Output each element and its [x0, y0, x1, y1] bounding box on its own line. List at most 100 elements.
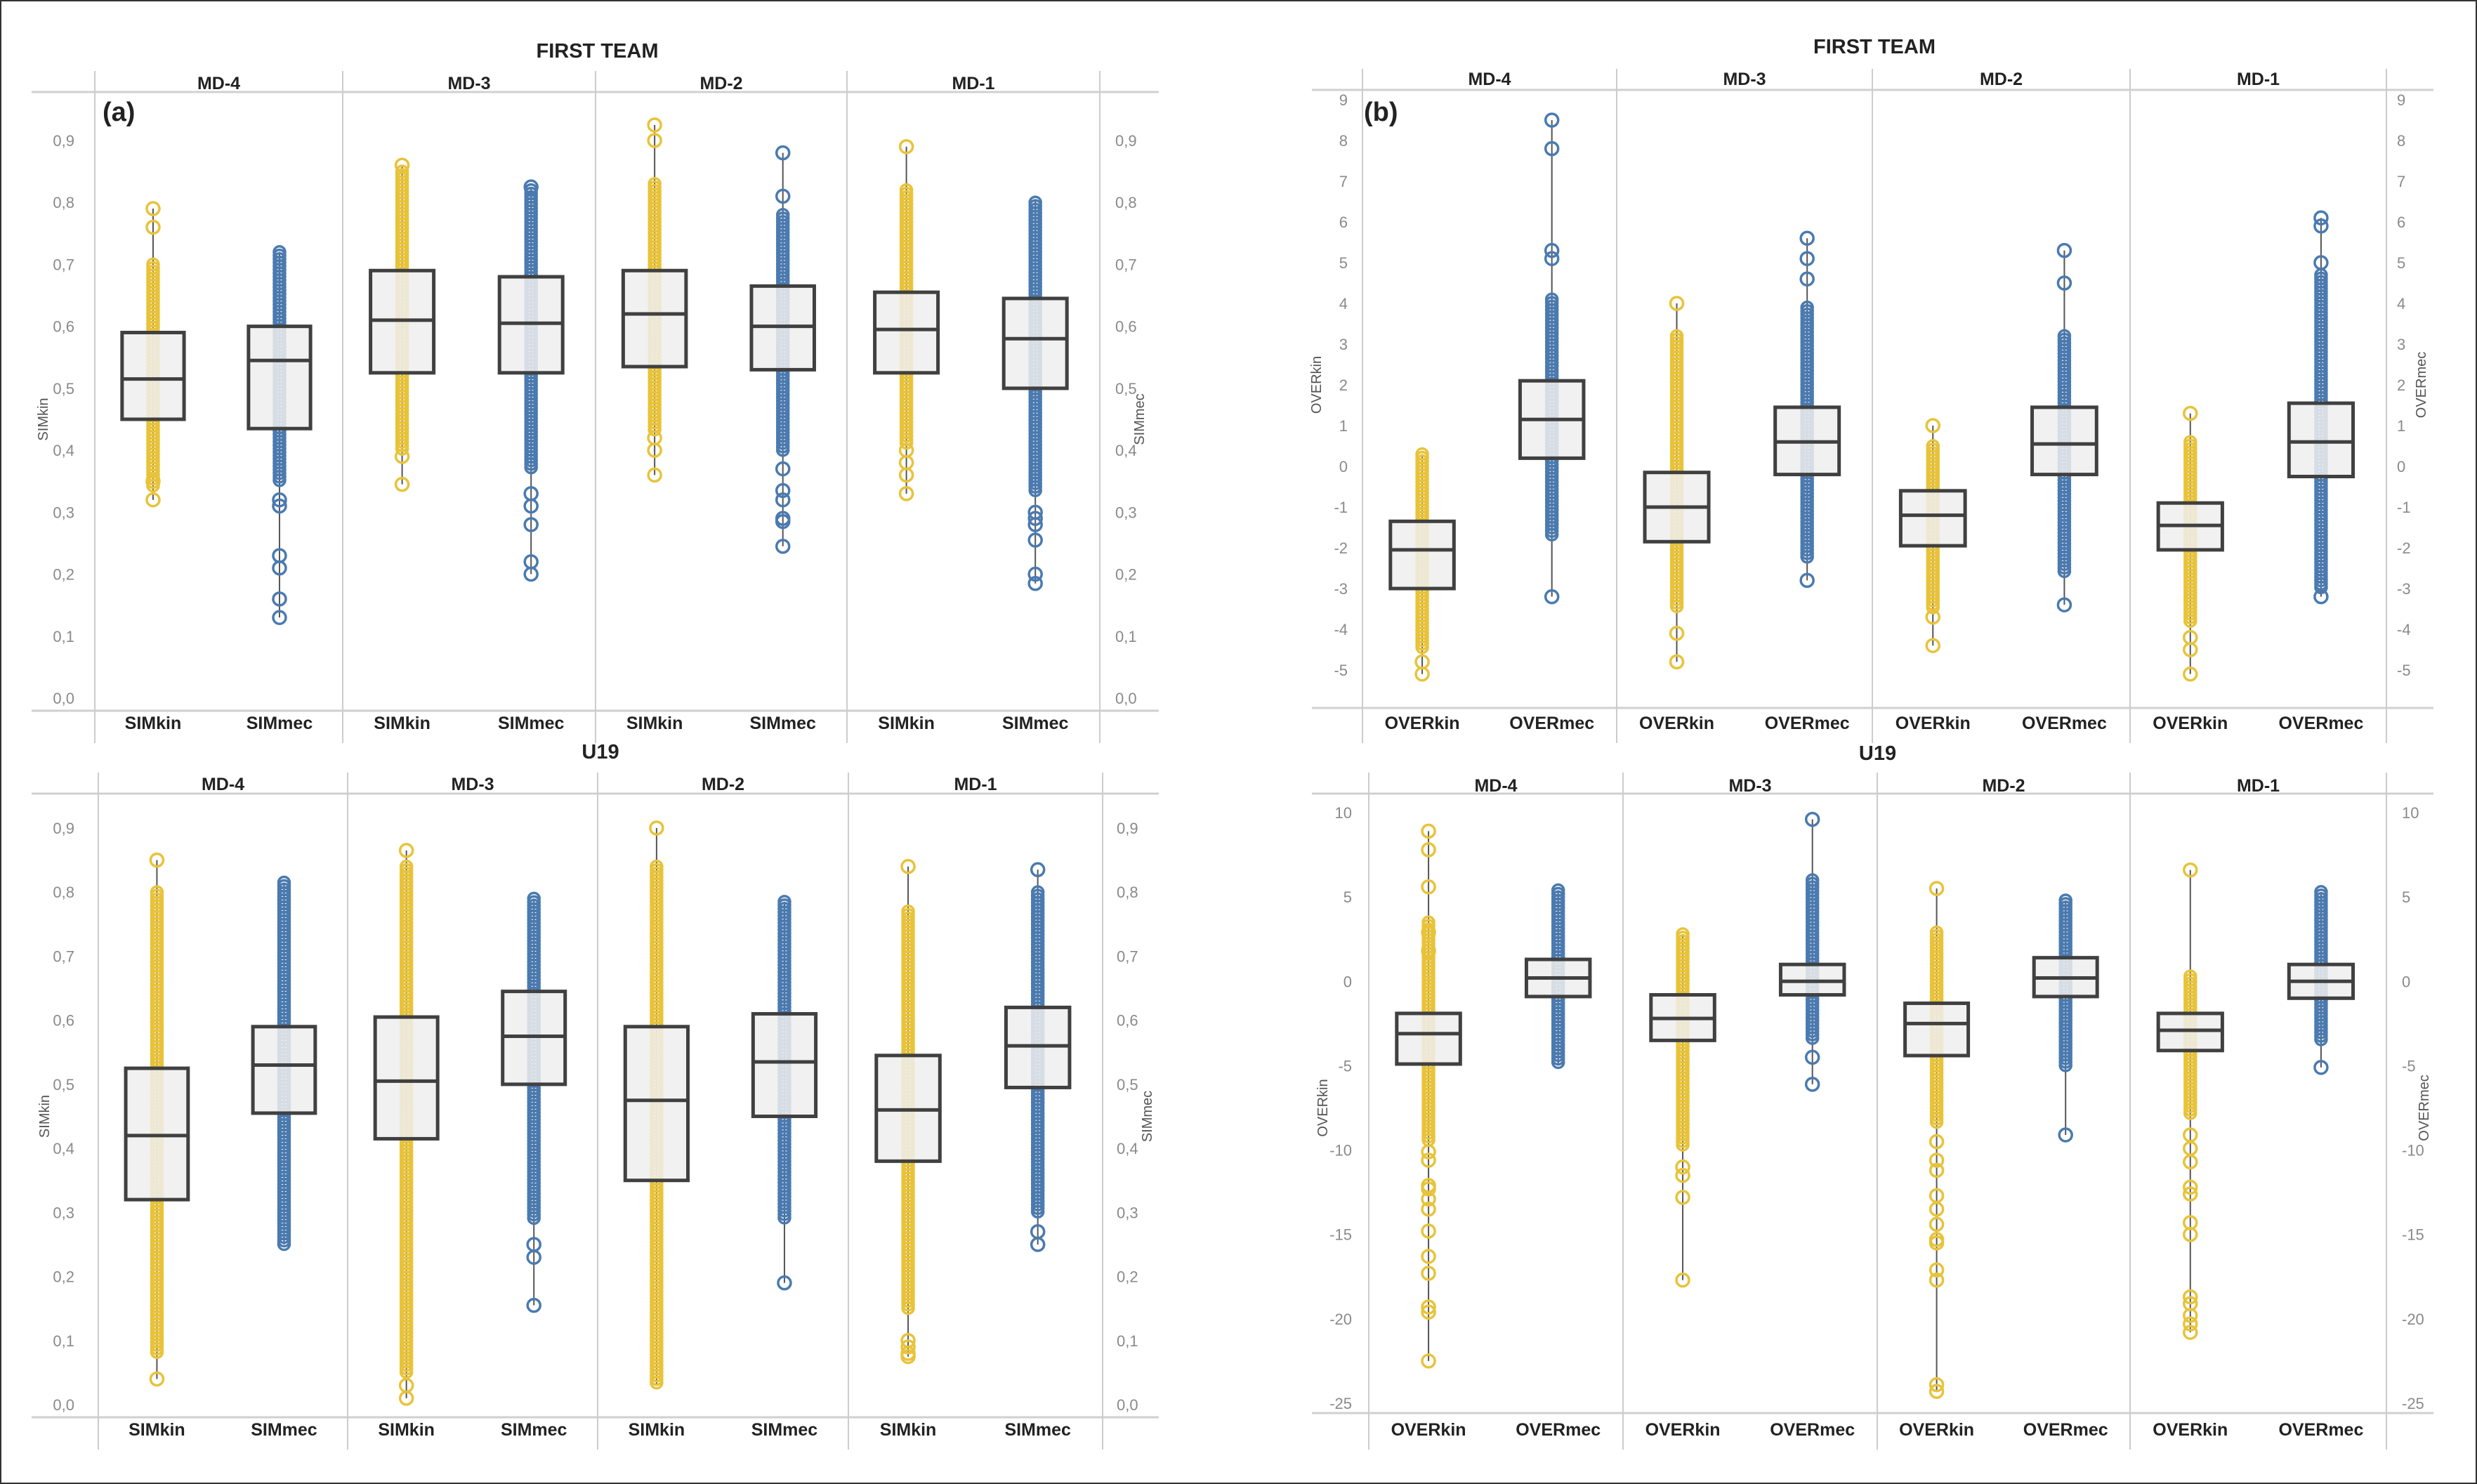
y-tick-label-right: 0,8 [1115, 194, 1137, 211]
outlier-point [1544, 112, 1560, 128]
y-tick-label-left: 0,0 [53, 1396, 74, 1414]
category-label: SIMmec [251, 1420, 317, 1440]
y-axis-title-right: SIMmec [1140, 1091, 1155, 1142]
box-kin: OVERkin [2153, 862, 2228, 1440]
outlier-point [1421, 924, 1436, 940]
y-tick-label-left: 0,8 [53, 884, 74, 901]
y-tick-label-right: -5 [2397, 662, 2411, 679]
box-mec: SIMmec [749, 145, 816, 733]
outlier-point [523, 486, 539, 501]
outlier-point [1544, 251, 1560, 266]
y-tick-label-right: 0,3 [1117, 1204, 1138, 1221]
y-tick-label-left: 0,9 [53, 820, 74, 837]
category-label: SIMmec [1004, 1420, 1071, 1440]
outlier-point [398, 1377, 414, 1393]
y-tick-label-left: -4 [1334, 621, 1348, 638]
data-point [777, 1211, 791, 1225]
outlier-point [526, 1297, 541, 1313]
y-tick-label-left: -1 [1334, 499, 1348, 516]
y-tick-label-left: 0,2 [53, 1268, 74, 1286]
outlier-point [1799, 572, 1815, 589]
outlier-point [523, 554, 539, 570]
group-label: MD-2 [702, 775, 744, 794]
y-tick-label-right: 8 [2397, 132, 2405, 150]
category-label: OVERmec [1770, 1420, 1855, 1440]
outlier-point [2183, 629, 2198, 645]
box-kin: SIMkin [623, 820, 690, 1440]
outlier-point [1925, 418, 1940, 433]
box-kin: SIMkin [369, 157, 436, 733]
group-label: MD-3 [447, 74, 490, 93]
outlier-point [1421, 1153, 1436, 1168]
group-label: MD-1 [954, 775, 997, 794]
panel-0: FIRST TEAM (a) 0,0 0,0 0,1 0,1 0,2 0,2 0,3 0,3 0,4… [32, 40, 1159, 743]
outlier-point [145, 492, 161, 508]
group-md-4: MD-4 OVERkin OVERmec [1391, 776, 1601, 1440]
outlier-point [649, 820, 664, 836]
outlier-point [775, 145, 791, 161]
iqr-box [1903, 1002, 1971, 1058]
outlier-point [1799, 251, 1815, 266]
outlier-point [2056, 242, 2072, 258]
outlier-point [1544, 589, 1560, 605]
category-label: SIMkin [374, 714, 431, 733]
data-point [277, 1237, 291, 1252]
box-kin: OVERkin [1385, 447, 1460, 733]
outlier-point [647, 117, 662, 133]
outlier-point [2183, 1186, 2198, 1202]
outlier-point [2056, 275, 2072, 291]
category-label: SIMkin [878, 714, 935, 733]
outlier-point [1027, 566, 1043, 582]
outlier-point [1421, 1201, 1436, 1217]
box-kin: OVERkin [1639, 296, 1714, 733]
data-point [1800, 550, 1814, 564]
box-mec: OVERmec [2278, 210, 2363, 733]
outlier-point [2183, 1316, 2198, 1332]
data-point [1676, 1138, 1690, 1152]
category-label: SIMmec [1002, 714, 1069, 733]
group-label: MD-4 [1474, 776, 1517, 796]
box-mec: SIMmec [497, 179, 565, 733]
outlier-point [1421, 1178, 1436, 1193]
y-tick-label-right: 0 [2397, 458, 2405, 475]
y-tick-label-left: 0,1 [53, 628, 74, 645]
y-tick-label-left: 2 [1339, 376, 1348, 394]
outlier-point [2313, 255, 2329, 270]
y-tick-label-left: 0,5 [53, 380, 74, 398]
outlier-point [272, 492, 287, 508]
outlier-point [2183, 1179, 2198, 1195]
y-axis-title-right: OVERmec [2417, 1075, 2432, 1141]
y-tick-label-right: 0,1 [1115, 628, 1137, 645]
outlier-point [1804, 1077, 1820, 1092]
group-md-2: MD-2 OVERkin OVERmec [1899, 776, 2108, 1440]
y-tick-label-left: 0,3 [53, 504, 74, 521]
category-label: OVERmec [1509, 714, 1594, 733]
data-point [775, 443, 790, 457]
y-tick-label-right: 0,2 [1117, 1268, 1138, 1286]
data-point [1551, 1055, 1565, 1070]
box-mec: OVERmec [1770, 811, 1855, 1440]
data-point [1544, 527, 1559, 541]
outlier-point [1669, 296, 1685, 311]
group-md-3: MD-3 OVERkin OVERmec [1639, 70, 1850, 733]
outlier-point [775, 461, 791, 477]
outlier-point [1675, 1190, 1690, 1205]
outlier-point [2183, 862, 2198, 878]
box-kin: SIMkin [124, 852, 190, 1440]
outlier-point [1675, 1167, 1690, 1183]
group-label: MD-3 [1723, 70, 1766, 89]
y-tick-label-right: 7 [2397, 173, 2405, 190]
y-axis-title-left: OVERkin [1315, 1079, 1331, 1136]
iqr-box [1388, 519, 1456, 591]
box-mec: SIMmec [247, 245, 313, 733]
group-md-4: MD-4 SIMkin SIMmec [120, 74, 313, 733]
group-label: MD-1 [2237, 70, 2280, 89]
iqr-box [2287, 401, 2356, 478]
outlier-point [145, 219, 161, 235]
outlier-point [272, 610, 287, 626]
y-axis-title-left: SIMkin [36, 398, 51, 440]
outlier-point [1421, 1299, 1436, 1315]
category-label: OVERmec [2023, 1420, 2108, 1440]
group-md-1: MD-1 OVERkin OVERmec [2153, 776, 2363, 1440]
